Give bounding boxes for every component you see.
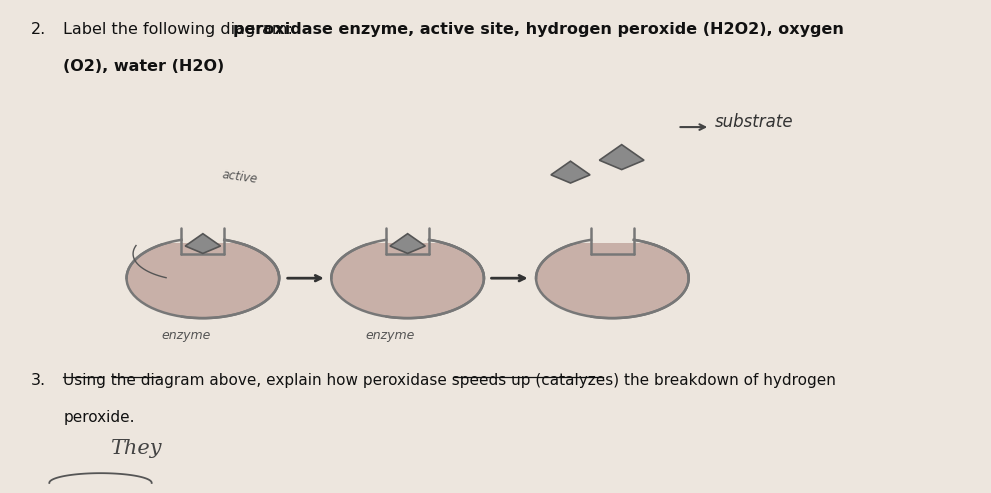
Polygon shape bbox=[600, 144, 644, 170]
Text: Using the diagram above, explain how peroxidase speeds up (catalyzes) the breakd: Using the diagram above, explain how per… bbox=[63, 373, 836, 388]
Text: peroxide.: peroxide. bbox=[63, 410, 135, 425]
Text: site: site bbox=[224, 187, 247, 202]
Text: substrate: substrate bbox=[715, 113, 794, 131]
Text: peroxidase enzyme, active site, hydrogen peroxide (H2O2), oxygen: peroxidase enzyme, active site, hydrogen… bbox=[233, 22, 843, 37]
Text: They: They bbox=[110, 439, 162, 458]
FancyBboxPatch shape bbox=[322, 184, 494, 243]
Text: (O2), water (H2O): (O2), water (H2O) bbox=[63, 59, 225, 74]
Polygon shape bbox=[185, 234, 221, 253]
Polygon shape bbox=[390, 234, 425, 253]
Polygon shape bbox=[551, 161, 590, 183]
Text: active: active bbox=[221, 168, 259, 185]
Text: enzyme: enzyme bbox=[366, 328, 415, 342]
FancyBboxPatch shape bbox=[117, 184, 288, 243]
Text: enzyme: enzyme bbox=[161, 328, 210, 342]
FancyBboxPatch shape bbox=[527, 184, 698, 243]
Text: 3.: 3. bbox=[31, 373, 46, 388]
Text: 2.: 2. bbox=[31, 22, 46, 37]
Circle shape bbox=[127, 238, 279, 318]
Circle shape bbox=[331, 238, 484, 318]
Text: Label the following diagram:: Label the following diagram: bbox=[63, 22, 298, 37]
Circle shape bbox=[536, 238, 689, 318]
